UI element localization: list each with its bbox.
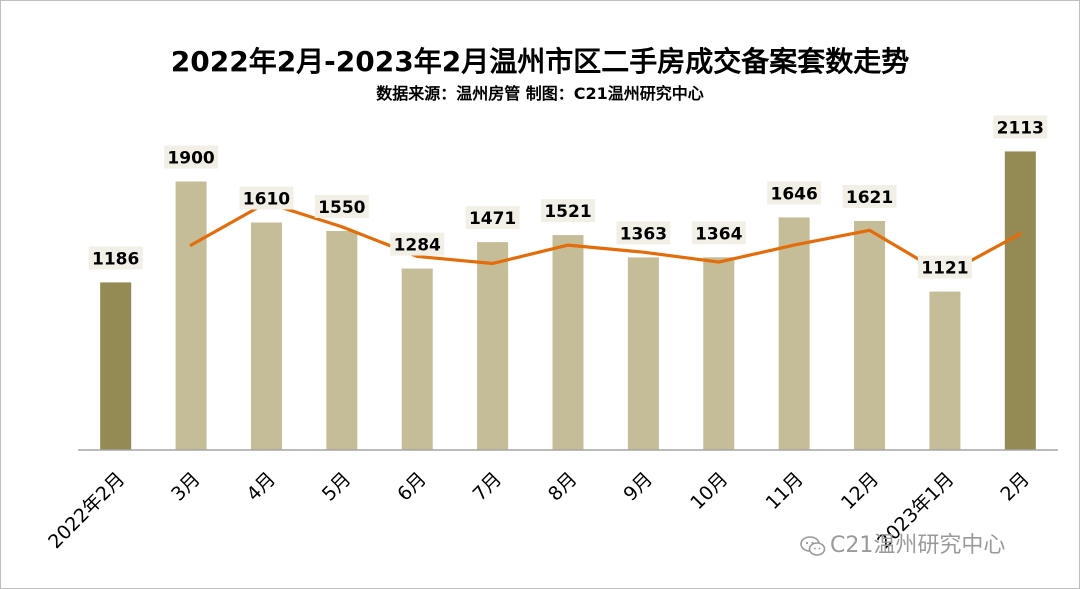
data-label-bg	[541, 199, 595, 223]
bar-6	[477, 242, 509, 450]
data-label-1: 1186	[88, 246, 143, 270]
data-label-text: 2113	[997, 118, 1044, 138]
data-label-text: 1550	[318, 198, 365, 218]
data-label-2: 1900	[164, 145, 219, 169]
bar-3	[250, 222, 282, 450]
x-tick-label-5: 6月	[393, 468, 431, 506]
watermark: C21温州研究中心	[800, 527, 1005, 559]
bar-11	[854, 220, 886, 450]
watermark-text: C21温州研究中心	[830, 533, 1006, 558]
x-tick-label-11: 12月	[837, 468, 883, 514]
data-label-4: 1550	[314, 194, 369, 218]
data-label-bg	[390, 232, 445, 256]
data-label-bg	[164, 145, 219, 169]
x-tick-label-2: 3月	[167, 468, 205, 506]
data-label-bg	[917, 255, 972, 279]
data-label-bg	[239, 186, 294, 210]
data-label-6: 1471	[465, 206, 520, 230]
bar-9	[703, 257, 735, 450]
data-label-10: 1646	[767, 181, 822, 205]
data-label-bg	[767, 181, 822, 205]
bar-13	[1004, 151, 1036, 450]
x-tick-label-13: 2月	[996, 468, 1034, 506]
bar-12	[929, 291, 961, 450]
data-label-bg	[465, 206, 520, 230]
x-tick-label-4: 5月	[318, 468, 356, 506]
bar-10	[778, 217, 810, 450]
x-tick-label-7: 8月	[544, 468, 582, 506]
x-tick-label-10: 11月	[762, 468, 808, 514]
data-label-text: 1284	[394, 236, 441, 256]
data-label-text: 1186	[92, 249, 139, 269]
bar-7	[552, 235, 584, 450]
x-tick-label-8: 9月	[619, 468, 657, 506]
data-label-bg	[616, 221, 671, 245]
data-label-bg	[842, 184, 897, 208]
chart-title: 2022年2月-2023年2月温州市区二手房成交备案套数走势	[170, 45, 910, 78]
x-tick-label-3: 4月	[242, 468, 280, 506]
x-tick-label-6: 7月	[469, 468, 507, 506]
data-label-bg	[993, 115, 1048, 139]
data-label-12: 1121	[917, 255, 972, 279]
data-label-bg	[88, 246, 143, 270]
data-label-5: 1284	[390, 232, 445, 256]
data-label-7: 1521	[541, 199, 595, 223]
data-label-text: 1646	[770, 184, 817, 204]
bar-2	[175, 181, 207, 451]
data-label-text: 1364	[695, 224, 742, 244]
data-label-bg	[691, 221, 746, 245]
data-label-text: 1121	[921, 259, 968, 279]
trend-line-layer	[189, 201, 1022, 277]
data-label-text: 1610	[243, 190, 290, 210]
data-label-bg	[314, 194, 369, 218]
bar-8	[627, 257, 659, 450]
data-label-text: 1471	[469, 209, 516, 229]
bar-4	[326, 230, 358, 450]
trend-line	[189, 201, 1022, 277]
data-labels-layer: 1186 1900 1610 1550 1284 1471 1521 1363 1364 1646…	[88, 115, 1048, 279]
wechat-icon	[800, 536, 826, 556]
bars-layer	[100, 151, 1036, 451]
x-tick-label-9: 10月	[686, 468, 732, 514]
bar-5	[401, 268, 433, 450]
data-label-text: 1900	[167, 149, 214, 169]
data-label-3: 1610	[239, 186, 294, 210]
x-tick-label-1: 2022年2月	[44, 468, 129, 553]
bar-1	[100, 282, 132, 450]
data-label-text: 1521	[544, 202, 591, 222]
data-label-8: 1363	[616, 221, 671, 245]
data-label-text: 1363	[620, 224, 667, 244]
data-label-9: 1364	[691, 221, 746, 245]
data-label-13: 2113	[993, 115, 1048, 139]
data-label-text: 1621	[846, 188, 893, 208]
chart-subtitle: 数据来源：温州房管 制图：C21温州研究中心	[376, 84, 704, 103]
data-label-11: 1621	[842, 184, 897, 208]
